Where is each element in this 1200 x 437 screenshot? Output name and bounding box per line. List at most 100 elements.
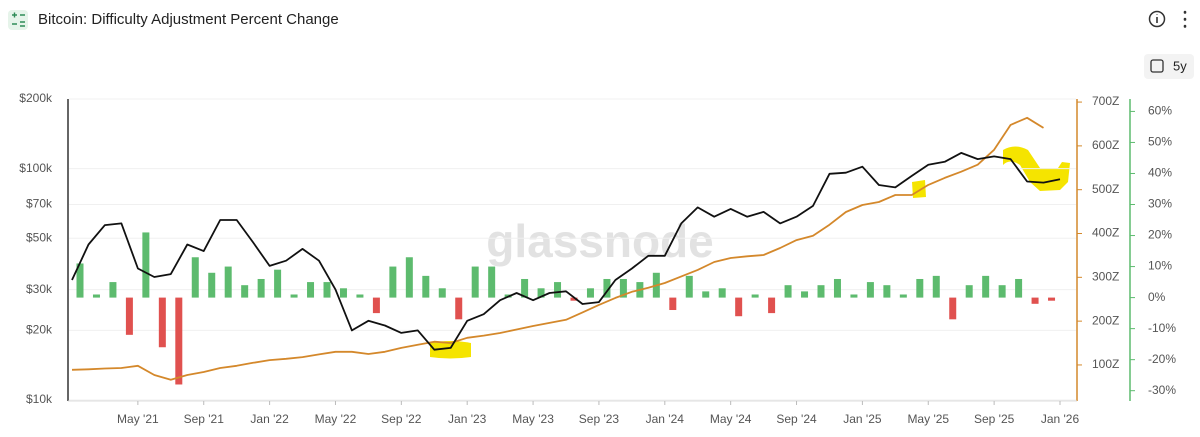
bar <box>224 266 232 298</box>
bar <box>76 263 84 298</box>
y2-tick-label: 400Z <box>1092 226 1119 240</box>
bar <box>290 294 298 298</box>
y3-tick-label: 60% <box>1148 104 1172 118</box>
bar <box>307 282 315 298</box>
y2-tick-label: 500Z <box>1092 182 1119 196</box>
bar <box>1015 278 1023 298</box>
y3-tick-label: -30% <box>1148 383 1176 397</box>
y3-tick-label: -20% <box>1148 352 1176 366</box>
bar <box>669 297 677 311</box>
line <box>71 116 1044 381</box>
x-tick-label: Sep '21 <box>184 412 225 426</box>
bar <box>241 285 249 298</box>
bar <box>323 282 331 298</box>
y-tick-label: $50k <box>26 230 53 244</box>
x-tick-label: May '21 <box>117 412 159 426</box>
chart-title: Bitcoin: Difficulty Adjustment Percent C… <box>38 11 339 28</box>
bar <box>998 285 1006 298</box>
bar <box>537 288 545 298</box>
bar <box>949 297 957 320</box>
bar <box>570 297 578 301</box>
bar <box>158 297 166 348</box>
y3-tick-label: 0% <box>1148 290 1166 304</box>
bar <box>274 269 282 298</box>
bar <box>372 297 380 314</box>
x-tick-label: Sep '23 <box>579 412 620 426</box>
chart-icon-glyph <box>12 12 25 27</box>
bar <box>850 294 858 298</box>
bar <box>801 291 809 298</box>
bar <box>603 278 611 298</box>
bar <box>586 288 594 298</box>
bar <box>208 272 216 298</box>
y-tick-label: $30k <box>26 282 53 296</box>
y3-tick-label: 10% <box>1148 259 1172 273</box>
bar <box>1048 297 1056 301</box>
x-tick-label: Jan '23 <box>448 412 487 426</box>
watermark: glassnode <box>486 215 714 267</box>
chart-icon <box>8 10 28 30</box>
bar <box>866 282 874 298</box>
bar <box>932 275 940 298</box>
bar <box>488 266 496 298</box>
y3-tick-label: 30% <box>1148 197 1172 211</box>
y3-tick-label: 20% <box>1148 228 1172 242</box>
x-tick-label: Jan '25 <box>843 412 882 426</box>
bar <box>883 285 891 298</box>
bar <box>356 294 364 298</box>
x-tick-label: May '23 <box>512 412 554 426</box>
y2-tick-label: 200Z <box>1092 313 1119 327</box>
x-tick-label: Sep '25 <box>974 412 1015 426</box>
highlight <box>912 180 926 198</box>
x-tick-label: Jan '24 <box>646 412 685 426</box>
bar <box>142 232 150 298</box>
bar <box>125 297 133 335</box>
bar <box>735 297 743 317</box>
bar <box>339 288 347 298</box>
bar <box>768 297 776 314</box>
bar <box>685 275 693 298</box>
y-tick-label: $20k <box>26 323 53 337</box>
bar <box>554 282 562 298</box>
bar <box>471 266 479 298</box>
bar <box>438 288 446 298</box>
bar <box>405 257 413 298</box>
info-button[interactable] <box>1148 10 1166 28</box>
x-tick-label: May '25 <box>907 412 949 426</box>
bar <box>899 294 907 298</box>
bar <box>109 282 117 298</box>
x-tick-label: Sep '22 <box>381 412 422 426</box>
y-tick-label: $200k <box>19 91 53 105</box>
y3-tick-label: 40% <box>1148 166 1172 180</box>
bar <box>784 285 792 298</box>
bar <box>982 275 990 298</box>
bar <box>718 288 726 298</box>
x-tick-label: May '22 <box>315 412 357 426</box>
x-tick-label: Jan '22 <box>250 412 289 426</box>
bar <box>422 275 430 298</box>
y3-tick-label: -10% <box>1148 321 1176 335</box>
bar <box>965 285 973 298</box>
x-tick-label: May '24 <box>710 412 752 426</box>
bar <box>833 278 841 298</box>
bar <box>916 278 924 298</box>
bar <box>455 297 463 320</box>
x-tick-label: Sep '24 <box>776 412 817 426</box>
bar <box>92 294 100 298</box>
y-tick-label: $70k <box>26 197 53 211</box>
line <box>71 152 1061 351</box>
bar <box>521 278 529 298</box>
bar <box>175 297 183 385</box>
y2-tick-label: 300Z <box>1092 269 1119 283</box>
x-tick-label: Jan '26 <box>1041 412 1080 426</box>
bar <box>191 257 199 298</box>
bar <box>702 291 710 298</box>
bar <box>257 278 265 298</box>
y2-tick-label: 100Z <box>1092 357 1119 371</box>
highlight <box>430 341 471 359</box>
bar <box>1031 297 1039 304</box>
y3-tick-label: 50% <box>1148 135 1172 149</box>
bar <box>817 285 825 298</box>
y-tick-label: $10k <box>26 392 53 406</box>
y2-tick-label: 600Z <box>1092 138 1119 152</box>
